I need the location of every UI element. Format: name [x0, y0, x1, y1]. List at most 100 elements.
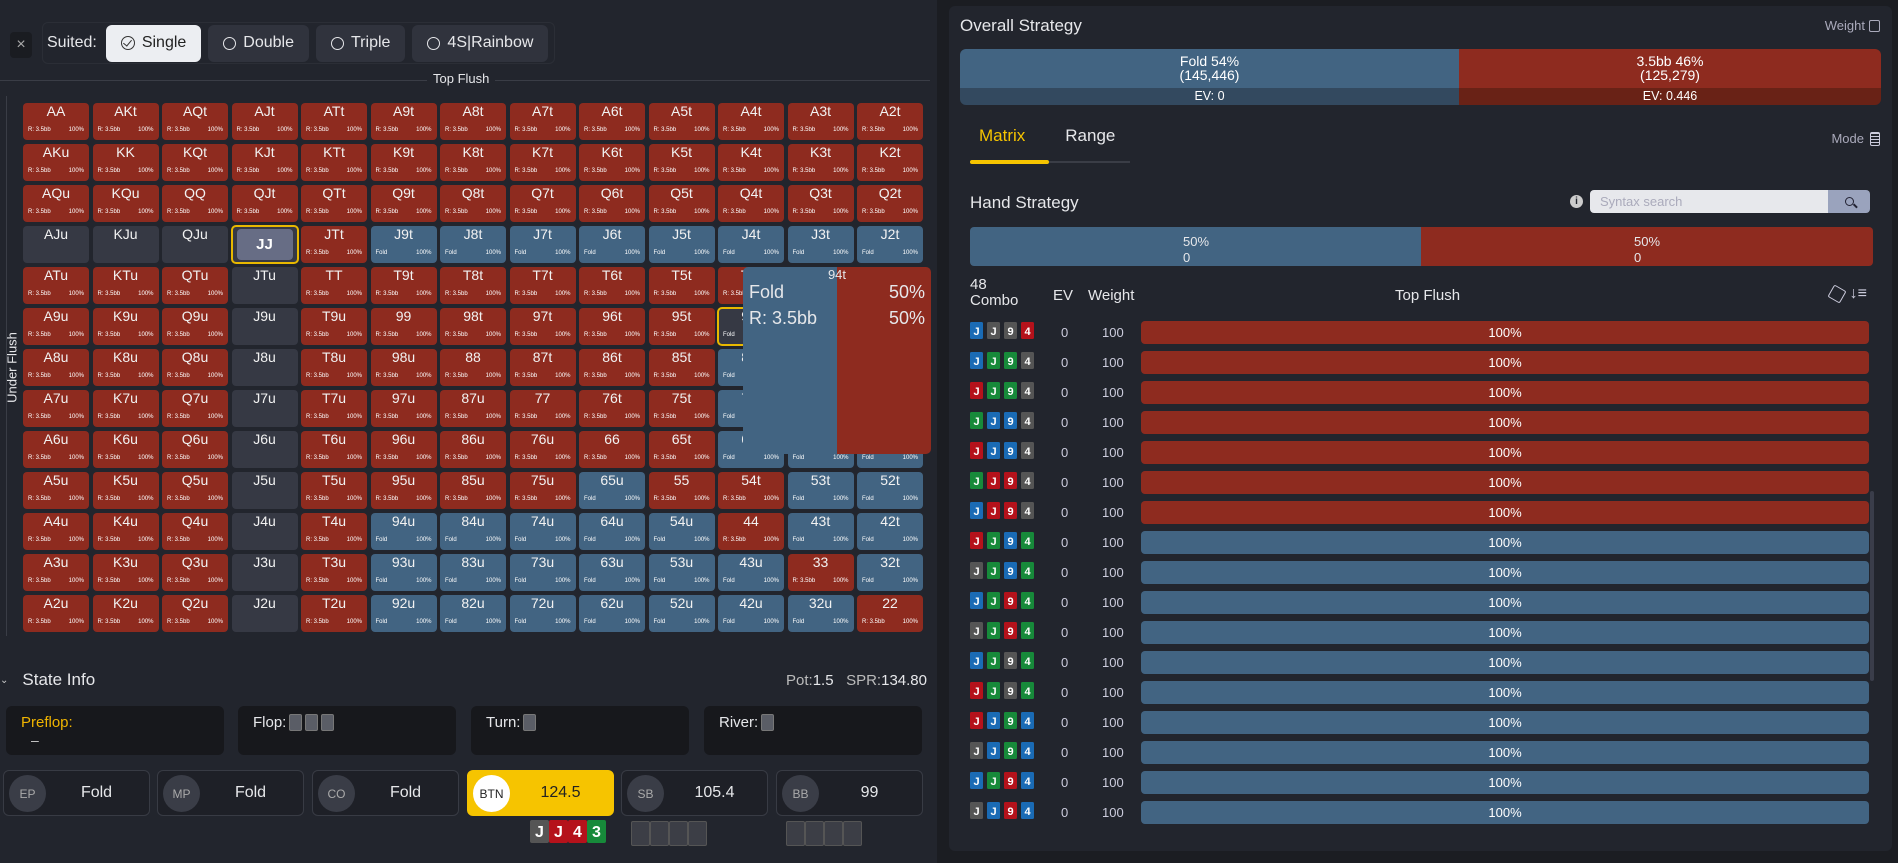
matrix-cell[interactable]: KJt R: 3.5bb 100%: [231, 144, 298, 181]
street-river[interactable]: River:: [704, 706, 922, 755]
matrix-cell[interactable]: 72u Fold 100%: [509, 595, 576, 632]
matrix-cell[interactable]: K7u R: 3.5bb 100%: [92, 390, 159, 427]
cube-icon[interactable]: [1827, 284, 1847, 304]
matrix-cell[interactable]: T2u R: 3.5bb 100%: [301, 595, 367, 632]
matrix-cell[interactable]: Q9u R: 3.5bb 100%: [162, 308, 228, 345]
matrix-cell[interactable]: K4t R: 3.5bb 100%: [718, 144, 784, 181]
matrix-cell[interactable]: 86t R: 3.5bb 100%: [579, 349, 645, 386]
matrix-cell[interactable]: 97t R: 3.5bb 100%: [509, 308, 576, 345]
matrix-cell[interactable]: QQ R: 3.5bb 100%: [162, 185, 228, 222]
ev-header[interactable]: EV: [1053, 287, 1074, 304]
matrix-cell[interactable]: 63u Fold 100%: [579, 554, 645, 591]
seat-bb[interactable]: BB 99: [776, 770, 923, 816]
matrix-cell[interactable]: T6t R: 3.5bb 100%: [579, 267, 645, 304]
matrix-cell[interactable]: KK R: 3.5bb 100%: [92, 144, 159, 181]
matrix-cell[interactable]: K3t R: 3.5bb 100%: [787, 144, 854, 181]
matrix-cell[interactable]: 77 R: 3.5bb 100%: [509, 390, 576, 427]
matrix-cell[interactable]: A7u R: 3.5bb 100%: [23, 390, 89, 427]
matrix-cell[interactable]: A5t R: 3.5bb 100%: [648, 103, 715, 140]
matrix-cell[interactable]: 33 R: 3.5bb 100%: [787, 554, 854, 591]
matrix-cell[interactable]: JTu: [231, 267, 298, 304]
matrix-cell[interactable]: A9t R: 3.5bb 100%: [370, 103, 437, 140]
matrix-cell[interactable]: Q3u R: 3.5bb 100%: [162, 554, 228, 591]
matrix-cell[interactable]: J9t Fold 100%: [370, 226, 437, 263]
matrix-cell[interactable]: Q9t R: 3.5bb 100%: [370, 185, 437, 222]
matrix-cell[interactable]: J8t Fold 100%: [440, 226, 506, 263]
matrix-cell[interactable]: J2t Fold 100%: [857, 226, 923, 263]
matrix-cell[interactable]: 83u Fold 100%: [440, 554, 506, 591]
matrix-cell[interactable]: 54u Fold 100%: [648, 513, 715, 550]
seat-co[interactable]: CO Fold: [312, 770, 459, 816]
matrix-cell[interactable]: 76u R: 3.5bb 100%: [509, 431, 576, 468]
matrix-cell[interactable]: Q3t R: 3.5bb 100%: [787, 185, 854, 222]
matrix-cell[interactable]: Q5u R: 3.5bb 100%: [162, 472, 228, 509]
matrix-cell[interactable]: 65u Fold 100%: [579, 472, 645, 509]
matrix-cell[interactable]: 82u Fold 100%: [440, 595, 506, 632]
matrix-cell[interactable]: Q4t R: 3.5bb 100%: [718, 185, 784, 222]
matrix-cell[interactable]: 74u Fold 100%: [509, 513, 576, 550]
matrix-cell[interactable]: A2t R: 3.5bb 100%: [857, 103, 923, 140]
info-icon[interactable]: i: [1570, 195, 1583, 208]
matrix-cell[interactable]: 62u Fold 100%: [579, 595, 645, 632]
matrix-cell[interactable]: KQu R: 3.5bb 100%: [92, 185, 159, 222]
matrix-cell[interactable]: AKt R: 3.5bb 100%: [92, 103, 159, 140]
matrix-cell[interactable]: K6t R: 3.5bb 100%: [579, 144, 645, 181]
close-button[interactable]: ×: [10, 32, 32, 58]
matrix-cell[interactable]: T9u R: 3.5bb 100%: [301, 308, 367, 345]
matrix-cell[interactable]: T5t R: 3.5bb 100%: [648, 267, 715, 304]
matrix-cell[interactable]: K5t R: 3.5bb 100%: [648, 144, 715, 181]
matrix-cell[interactable]: T7u R: 3.5bb 100%: [301, 390, 367, 427]
mode-button[interactable]: Mode: [1831, 131, 1880, 146]
matrix-cell[interactable]: 52t Fold 100%: [857, 472, 923, 509]
matrix-cell[interactable]: 87t R: 3.5bb 100%: [509, 349, 576, 386]
matrix-cell[interactable]: T9t R: 3.5bb 100%: [370, 267, 437, 304]
seat-mp[interactable]: MP Fold: [157, 770, 304, 816]
sort-icon[interactable]: ↓≡: [1849, 285, 1867, 302]
matrix-cell[interactable]: Q4u R: 3.5bb 100%: [162, 513, 228, 550]
matrix-cell[interactable]: J5t Fold 100%: [648, 226, 715, 263]
matrix-cell[interactable]: KTu R: 3.5bb 100%: [92, 267, 159, 304]
matrix-cell[interactable]: J4u: [231, 513, 298, 550]
matrix-cell[interactable]: K5u R: 3.5bb 100%: [92, 472, 159, 509]
matrix-cell[interactable]: 75t R: 3.5bb 100%: [648, 390, 715, 427]
matrix-cell[interactable]: QTt R: 3.5bb 100%: [301, 185, 367, 222]
street-flop[interactable]: Flop:: [238, 706, 456, 755]
seat-sb[interactable]: SB 105.4: [621, 770, 768, 816]
matrix-cell[interactable]: 32u Fold 100%: [787, 595, 854, 632]
matrix-cell[interactable]: 32t Fold 100%: [857, 554, 923, 591]
matrix-cell[interactable]: QTu R: 3.5bb 100%: [162, 267, 228, 304]
street-turn[interactable]: Turn:: [471, 706, 689, 755]
matrix-cell[interactable]: 98t R: 3.5bb 100%: [440, 308, 506, 345]
matrix-cell[interactable]: A8t R: 3.5bb 100%: [440, 103, 506, 140]
matrix-cell[interactable]: K7t R: 3.5bb 100%: [509, 144, 576, 181]
matrix-cell[interactable]: 87u R: 3.5bb 100%: [440, 390, 506, 427]
matrix-cell[interactable]: QJt R: 3.5bb 100%: [231, 185, 298, 222]
matrix-cell[interactable]: A9u R: 3.5bb 100%: [23, 308, 89, 345]
matrix-cell[interactable]: Q8t R: 3.5bb 100%: [440, 185, 506, 222]
matrix-cell[interactable]: 53u Fold 100%: [648, 554, 715, 591]
matrix-cell[interactable]: A2u R: 3.5bb 100%: [23, 595, 89, 632]
matrix-cell[interactable]: J6u: [231, 431, 298, 468]
suited-option-single[interactable]: Single: [105, 24, 202, 62]
matrix-cell[interactable]: QJu: [162, 226, 228, 263]
matrix-cell[interactable]: J2u: [231, 595, 298, 632]
search-input[interactable]: [1590, 190, 1828, 213]
matrix-cell[interactable]: 53t Fold 100%: [787, 472, 854, 509]
matrix-cell[interactable]: 94u Fold 100%: [370, 513, 437, 550]
matrix-cell[interactable]: T7t R: 3.5bb 100%: [509, 267, 576, 304]
matrix-cell[interactable]: T5u R: 3.5bb 100%: [301, 472, 367, 509]
matrix-cell[interactable]: ATt R: 3.5bb 100%: [301, 103, 367, 140]
matrix-cell[interactable]: 85t R: 3.5bb 100%: [648, 349, 715, 386]
matrix-cell[interactable]: 52u Fold 100%: [648, 595, 715, 632]
matrix-cell[interactable]: KQt R: 3.5bb 100%: [162, 144, 228, 181]
tab-matrix[interactable]: Matrix: [979, 126, 1026, 145]
matrix-cell[interactable]: Q7t R: 3.5bb 100%: [509, 185, 576, 222]
